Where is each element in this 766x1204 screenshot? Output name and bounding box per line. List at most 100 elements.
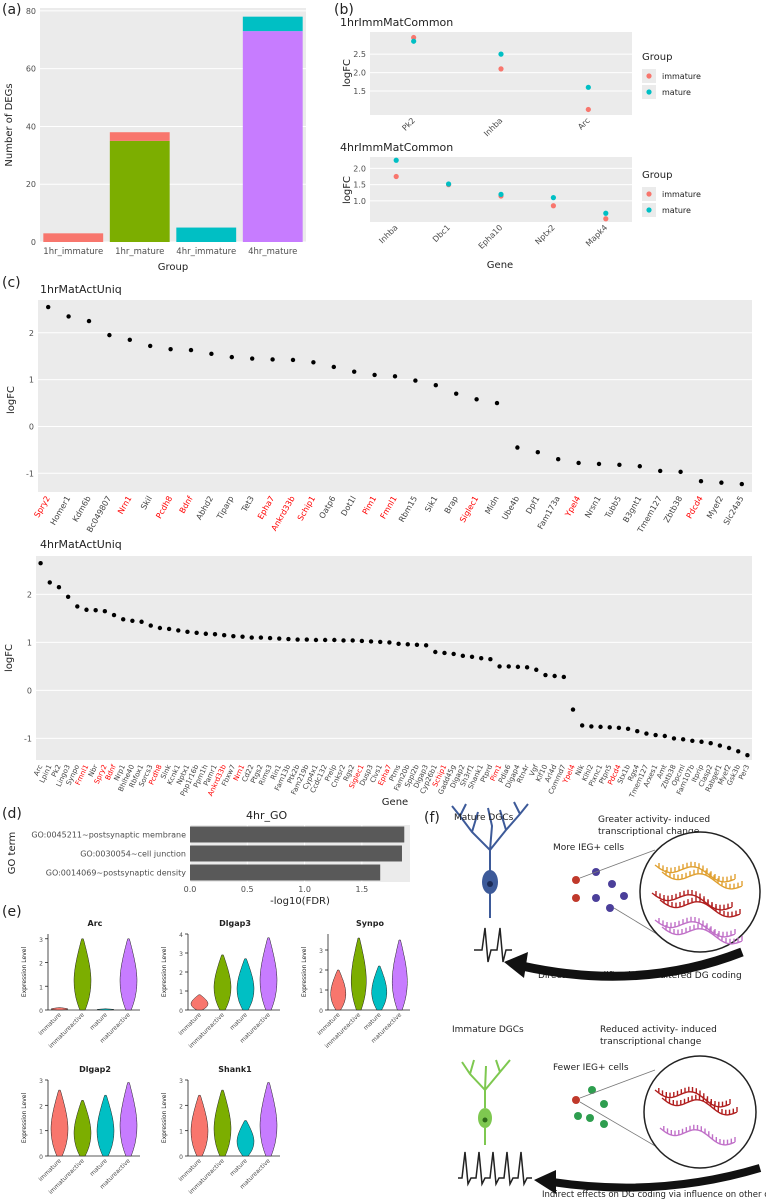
- dot: [506, 664, 511, 669]
- y-tick-label: 40: [26, 122, 36, 131]
- y-tick-label: 2.0: [353, 69, 366, 78]
- dot: [474, 397, 479, 402]
- dot: [585, 106, 591, 113]
- dot: [423, 643, 429, 648]
- y-tick-label: 4: [179, 932, 183, 939]
- violin: [96, 1008, 115, 1011]
- dot: [168, 346, 173, 352]
- transcript: [661, 923, 743, 945]
- dot: [699, 739, 704, 744]
- x-tick-label: 4hr_mature: [248, 247, 297, 257]
- dot: [579, 723, 585, 728]
- x-tick-label: Schip1: [296, 495, 317, 523]
- transcript: [661, 868, 743, 890]
- violin: [73, 1100, 92, 1157]
- bar-segment: [43, 233, 104, 242]
- x-tick-label: Skil: [139, 495, 154, 512]
- violin: [259, 937, 278, 1011]
- dot: [203, 631, 209, 636]
- y-tick-label: 60: [26, 65, 36, 74]
- dot: [552, 673, 557, 679]
- dot: [736, 749, 741, 754]
- dot: [616, 725, 622, 731]
- dot: [570, 707, 576, 712]
- dot: [433, 649, 438, 655]
- y-tick-label: 0: [29, 422, 34, 431]
- arrow: [521, 947, 744, 981]
- x-tick-label: Tiparp: [215, 495, 236, 522]
- y-tick-label: 2: [39, 961, 43, 968]
- dot: [332, 637, 337, 643]
- dot: [662, 733, 667, 739]
- dot: [494, 400, 500, 406]
- violin: [190, 1094, 209, 1157]
- dot: [498, 51, 504, 57]
- plot-background: [370, 32, 632, 115]
- legend-label: immature: [662, 72, 701, 81]
- transcript: [661, 1094, 738, 1116]
- chart-title: 4hrImmMatCommon: [340, 141, 453, 154]
- dot: [678, 469, 683, 475]
- dot: [515, 445, 520, 450]
- dot: [543, 672, 548, 678]
- x-tick-label: Nrsn1: [583, 495, 603, 520]
- x-tick-label: Mapk4: [584, 223, 609, 248]
- x-tick-label: Ube4b: [500, 495, 521, 522]
- x-tick-label: Nrn1: [116, 495, 133, 516]
- label: More IEG+ cells: [553, 843, 624, 853]
- ieg-cells: [572, 1086, 608, 1128]
- zoom-circle: [639, 831, 761, 953]
- label: transcriptional change: [600, 1037, 702, 1047]
- dot: [589, 724, 594, 729]
- dot: [212, 632, 218, 637]
- dot: [607, 725, 612, 730]
- dot: [726, 745, 732, 751]
- dot: [378, 639, 383, 645]
- x-tick-label: Pdcd4: [685, 495, 705, 521]
- dot: [102, 609, 108, 614]
- dot: [372, 372, 377, 378]
- dot: [148, 623, 153, 628]
- x-tick-label: Pk2: [400, 116, 417, 133]
- dot: [267, 635, 273, 641]
- dot: [249, 635, 254, 640]
- bar-segment: [176, 227, 237, 242]
- y-axis-title: GO term: [7, 832, 18, 875]
- spike-train: [474, 927, 512, 963]
- y-tick-label: 0: [31, 238, 36, 247]
- violin: [73, 938, 92, 1011]
- y-tick-label: 3: [179, 1078, 183, 1085]
- dot: [690, 738, 695, 743]
- x-tick-label: mature: [229, 1157, 250, 1178]
- dot: [270, 357, 275, 362]
- dot: [469, 654, 475, 659]
- x-axis-title: Gene: [382, 797, 408, 808]
- dot: [107, 332, 112, 338]
- violin: [50, 1007, 69, 1011]
- x-tick-label: immatureactive: [324, 1011, 363, 1050]
- zoom-line: [579, 849, 656, 879]
- y-tick-label: 2: [29, 329, 34, 338]
- dot: [598, 724, 603, 730]
- dot: [414, 642, 420, 647]
- y-tick-label: 2.5: [353, 50, 366, 59]
- chart-title: 4hr_GO: [246, 809, 288, 822]
- y-tick-label: 0: [27, 686, 32, 695]
- x-tick-label: Dot1l: [339, 495, 358, 518]
- zoom-line: [579, 1069, 656, 1099]
- y-tick-label: 1: [39, 1129, 43, 1136]
- dot: [442, 650, 447, 656]
- dot: [739, 481, 744, 487]
- dot: [498, 191, 504, 197]
- y-tick-label: 3: [39, 1078, 43, 1085]
- dot: [157, 625, 163, 631]
- x-tick-label: Brap: [443, 495, 460, 516]
- x-tick-label: Abhd2: [194, 495, 215, 522]
- chart-title: 4hrMatActUniq: [40, 538, 122, 551]
- dot: [698, 479, 704, 484]
- y-tick-label: 2: [179, 1103, 183, 1110]
- mature-neuron: [451, 801, 529, 918]
- zoom-line: [579, 1101, 663, 1151]
- nucleus: [487, 881, 493, 887]
- dot: [653, 732, 658, 738]
